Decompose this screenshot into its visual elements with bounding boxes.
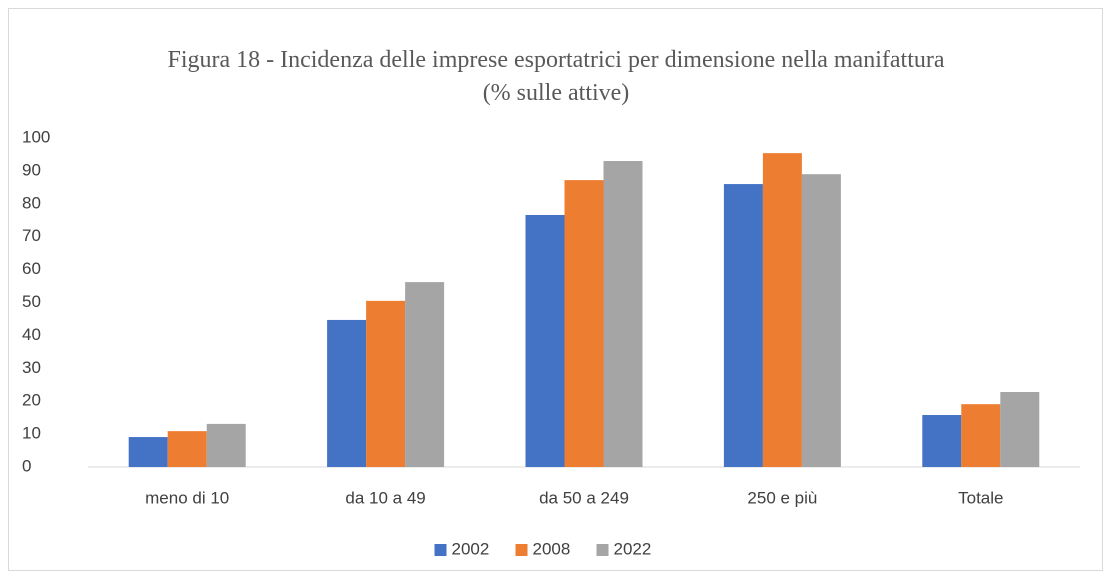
bar: [762, 153, 802, 467]
y-tick-label: 90: [22, 160, 41, 179]
legend-label: 2002: [452, 539, 490, 558]
x-tick-label: Totale: [958, 488, 1003, 507]
y-tick-label: 60: [22, 259, 41, 278]
x-tick-label: meno di 10: [145, 488, 229, 507]
bar: [603, 161, 643, 467]
bar: [564, 180, 604, 467]
x-tick-label: 250 e più: [747, 488, 817, 507]
legend-label: 2008: [533, 539, 571, 558]
y-tick-label: 20: [22, 391, 41, 410]
y-tick-label: 100: [22, 127, 50, 146]
legend-swatch: [515, 544, 528, 556]
bar: [723, 184, 763, 467]
legend-swatch: [596, 544, 609, 556]
x-tick-label: da 50 a 249: [539, 488, 629, 507]
bar: [206, 423, 246, 467]
y-tick-label: 10: [22, 424, 41, 443]
bar: [922, 415, 962, 467]
y-tick-label: 50: [22, 292, 41, 311]
bar: [801, 174, 841, 467]
bar: [128, 437, 168, 467]
bar: [1000, 391, 1040, 467]
chart-frame: [8, 8, 1103, 571]
bar: [961, 404, 1001, 467]
x-tick-label: da 10 a 49: [345, 488, 425, 507]
y-tick-label: 30: [22, 358, 41, 377]
bar: [525, 214, 565, 467]
bar: [405, 282, 445, 467]
y-tick-label: 70: [22, 226, 41, 245]
bar: [327, 319, 367, 467]
bar: [167, 431, 207, 467]
legend-label: 2022: [614, 539, 652, 558]
y-tick-label: 80: [22, 193, 41, 212]
y-tick-label: 40: [22, 325, 41, 344]
legend-swatch: [434, 544, 447, 556]
chart-title: Figura 18 - Incidenza delle imprese espo…: [167, 47, 945, 106]
y-tick-label: 0: [22, 456, 31, 475]
bar: [366, 300, 406, 467]
